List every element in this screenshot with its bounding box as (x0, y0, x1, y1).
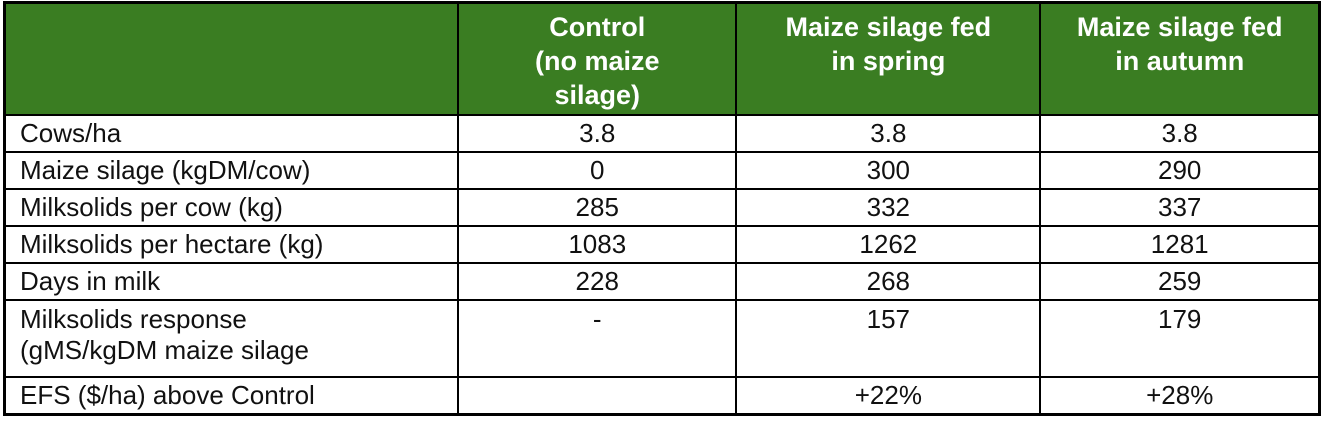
value-autumn: 337 (1039, 187, 1321, 227)
value-spring: 157 (735, 298, 1042, 378)
header-empty-cell (3, 1, 460, 116)
row-label: Milksolids response (gMS/kgDM maize sila… (3, 298, 460, 378)
row-label: EFS ($/ha) above Control (3, 375, 460, 416)
row-label: Cows/ha (3, 113, 460, 153)
header-control: Control (no maize silage) (457, 1, 738, 116)
table-header-row: Control (no maize silage) Maize silage f… (3, 1, 1321, 116)
value-autumn: 3.8 (1039, 113, 1321, 153)
header-spring: Maize silage fed in spring (735, 1, 1042, 116)
value-control: 1083 (457, 224, 738, 264)
row-label: Days in milk (3, 261, 460, 301)
value-autumn: 179 (1039, 298, 1321, 378)
table-row-maize-silage: Maize silage (kgDM/cow) 0 300 290 (3, 150, 1321, 190)
value-spring: 3.8 (735, 113, 1042, 153)
value-autumn: 1281 (1039, 224, 1321, 264)
row-label: Milksolids per hectare (kg) (3, 224, 460, 264)
value-autumn: +28% (1039, 375, 1321, 416)
header-autumn: Maize silage fed in autumn (1039, 1, 1321, 116)
row-label: Maize silage (kgDM/cow) (3, 150, 460, 190)
table-row-efs-above-control: EFS ($/ha) above Control +22% +28% (3, 375, 1321, 416)
value-spring: 1262 (735, 224, 1042, 264)
value-spring: 268 (735, 261, 1042, 301)
row-label: Milksolids per cow (kg) (3, 187, 460, 227)
table-row-milksolids-per-hectare: Milksolids per hectare (kg) 1083 1262 12… (3, 224, 1321, 264)
table-row-days-in-milk: Days in milk 228 268 259 (3, 261, 1321, 301)
table-row-milksolids-response: Milksolids response (gMS/kgDM maize sila… (3, 298, 1321, 378)
value-autumn: 259 (1039, 261, 1321, 301)
value-autumn: 290 (1039, 150, 1321, 190)
value-spring: +22% (735, 375, 1042, 416)
value-control: 3.8 (457, 113, 738, 153)
value-control: 0 (457, 150, 738, 190)
value-control: - (457, 298, 738, 378)
table-row-milksolids-per-cow: Milksolids per cow (kg) 285 332 337 (3, 187, 1321, 227)
table-row-cows-per-ha: Cows/ha 3.8 3.8 3.8 (3, 113, 1321, 153)
value-spring: 332 (735, 187, 1042, 227)
value-control: 285 (457, 187, 738, 227)
value-control: 228 (457, 261, 738, 301)
comparison-table: Control (no maize silage) Maize silage f… (3, 1, 1321, 416)
value-spring: 300 (735, 150, 1042, 190)
value-control (457, 375, 738, 416)
